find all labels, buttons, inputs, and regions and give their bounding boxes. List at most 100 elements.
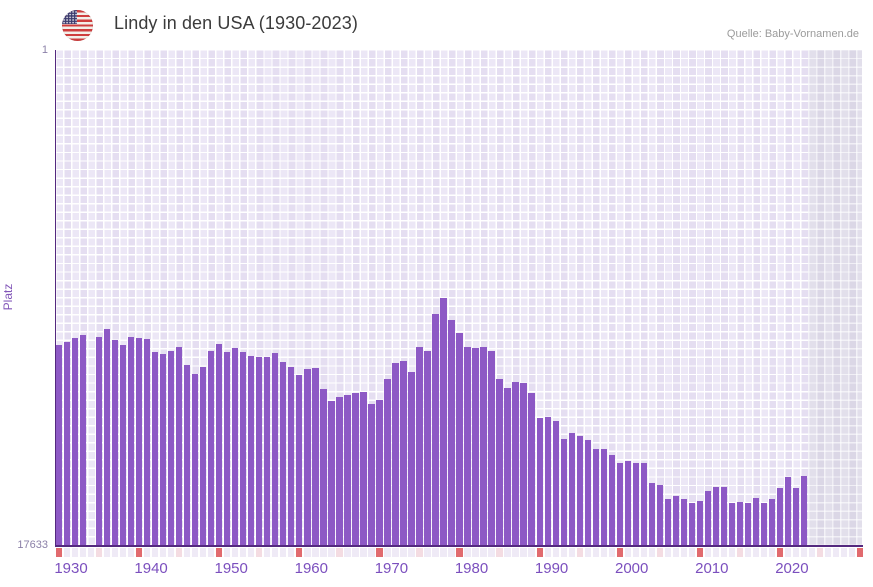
year-tick-2012: [712, 547, 720, 557]
bar-1942[interactable]: [152, 352, 159, 546]
bar-1958[interactable]: [280, 361, 287, 546]
bar-2009[interactable]: [688, 502, 695, 546]
bar-1992[interactable]: [552, 420, 559, 546]
bar-2020[interactable]: [776, 488, 784, 546]
bar-1945[interactable]: [176, 347, 183, 546]
bar-1974[interactable]: [408, 372, 415, 546]
bar-1968[interactable]: [360, 391, 367, 546]
bar-2017[interactable]: [752, 498, 760, 546]
bar-1979[interactable]: [448, 320, 455, 546]
year-tick-1968: [360, 547, 367, 557]
bar-1931[interactable]: [63, 341, 71, 546]
bar-1982[interactable]: [472, 347, 479, 546]
bar-1948[interactable]: [200, 366, 207, 546]
bar-2000[interactable]: [616, 462, 623, 546]
bar-1991[interactable]: [544, 416, 551, 546]
bar-1943[interactable]: [160, 354, 167, 546]
bar-2021[interactable]: [784, 476, 792, 546]
bar-1971[interactable]: [384, 379, 391, 546]
bar-1970[interactable]: [376, 399, 383, 546]
bar-2018[interactable]: [760, 502, 768, 546]
bar-1987[interactable]: [512, 382, 519, 546]
bar-2016[interactable]: [744, 502, 752, 546]
bar-2023[interactable]: [800, 476, 808, 546]
bar-2003[interactable]: [640, 462, 647, 546]
bar-2006[interactable]: [664, 499, 671, 546]
bar-1990[interactable]: [536, 417, 543, 546]
bar-1999[interactable]: [608, 454, 615, 546]
bar-1946[interactable]: [184, 364, 191, 546]
bar-1935[interactable]: [95, 337, 103, 546]
bar-2012[interactable]: [712, 486, 720, 546]
bar-2001[interactable]: [624, 460, 631, 546]
bar-2015[interactable]: [736, 501, 744, 546]
bar-1998[interactable]: [600, 449, 607, 546]
bar-1975[interactable]: [416, 347, 423, 546]
bar-1988[interactable]: [520, 382, 527, 546]
bar-1962[interactable]: [312, 367, 319, 546]
bar-2007[interactable]: [672, 495, 679, 546]
bar-1983[interactable]: [480, 347, 487, 546]
bar-2019[interactable]: [768, 499, 776, 546]
bar-1966[interactable]: [344, 395, 351, 546]
bar-1953[interactable]: [240, 352, 247, 546]
bar-1984[interactable]: [488, 350, 495, 546]
bar-1951[interactable]: [224, 352, 231, 546]
bar-1932[interactable]: [71, 338, 79, 546]
bar-2014[interactable]: [728, 502, 736, 546]
year-tick-1971: [384, 547, 391, 557]
bar-2022[interactable]: [792, 488, 800, 546]
bar-1993[interactable]: [560, 439, 567, 546]
bar-2008[interactable]: [680, 499, 687, 546]
bar-2002[interactable]: [632, 462, 639, 546]
bar-1996[interactable]: [584, 440, 591, 546]
year-tick-1934: [87, 547, 95, 557]
bar-1940[interactable]: [136, 338, 143, 546]
x-axis-line: [54, 545, 863, 547]
bar-2011[interactable]: [704, 491, 711, 546]
bar-1959[interactable]: [288, 366, 295, 546]
bar-1967[interactable]: [352, 392, 359, 546]
bar-2005[interactable]: [656, 484, 663, 546]
bar-1981[interactable]: [464, 347, 471, 546]
bar-1954[interactable]: [248, 356, 255, 546]
y-axis-min-label: 17633: [17, 539, 48, 551]
bar-1976[interactable]: [424, 350, 431, 546]
bar-1933[interactable]: [79, 334, 87, 546]
bar-2010[interactable]: [696, 501, 703, 546]
bar-1980[interactable]: [456, 332, 463, 546]
bar-1950[interactable]: [216, 343, 223, 546]
bar-1964[interactable]: [328, 400, 335, 546]
bar-1961[interactable]: [304, 368, 311, 546]
bar-1977[interactable]: [432, 313, 439, 546]
bar-1997[interactable]: [592, 449, 599, 546]
bar-1938[interactable]: [119, 345, 127, 546]
bar-1936[interactable]: [103, 329, 111, 546]
bar-2004[interactable]: [648, 483, 655, 546]
year-tick-1993: [560, 547, 567, 557]
bar-1985[interactable]: [496, 379, 503, 546]
bar-1956[interactable]: [264, 356, 271, 546]
bar-1989[interactable]: [528, 392, 535, 546]
bar-1972[interactable]: [392, 363, 399, 546]
bar-1957[interactable]: [272, 353, 279, 546]
bar-1995[interactable]: [576, 435, 583, 546]
bar-1965[interactable]: [336, 397, 343, 546]
bar-1969[interactable]: [368, 404, 375, 546]
bar-1994[interactable]: [568, 433, 575, 546]
bar-1973[interactable]: [400, 361, 407, 546]
bar-1949[interactable]: [208, 350, 215, 546]
bar-1937[interactable]: [111, 339, 119, 546]
bar-1963[interactable]: [320, 389, 327, 546]
bar-1944[interactable]: [168, 350, 175, 546]
bar-1986[interactable]: [504, 388, 511, 546]
bar-1947[interactable]: [192, 373, 199, 546]
bar-1960[interactable]: [296, 374, 303, 546]
bar-1978[interactable]: [440, 297, 447, 546]
bar-2013[interactable]: [720, 486, 728, 546]
bar-1930[interactable]: [55, 345, 63, 546]
bar-1952[interactable]: [232, 347, 239, 546]
bar-1955[interactable]: [256, 356, 263, 546]
bar-1939[interactable]: [127, 337, 135, 546]
bar-1941[interactable]: [144, 339, 151, 546]
